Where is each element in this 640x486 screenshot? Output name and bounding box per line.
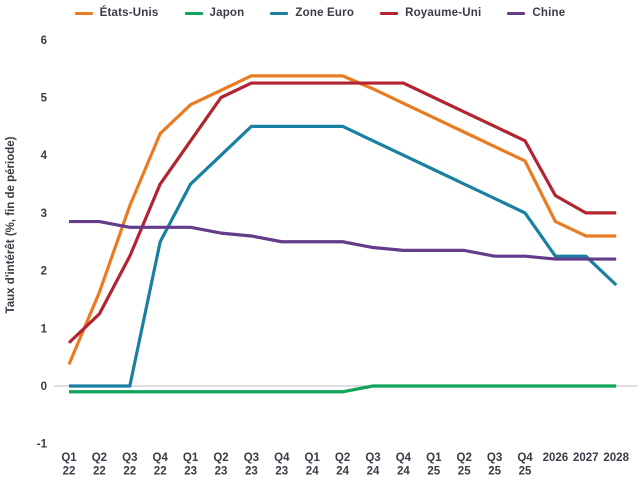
x-tick-label-q2-23: Q2 [213,452,228,464]
legend-swatch-etats-unis [74,11,93,15]
series-line-japon [69,384,617,394]
x-tick-label-q1-25: 25 [427,466,440,478]
x-tick-label-q4-23: 23 [275,466,288,478]
x-tick-label-q1-25: Q1 [426,452,442,464]
y-tick-label-4: 4 [41,150,48,162]
series-line-etats-unis [67,74,617,365]
series-line-zone-euro [69,124,618,388]
x-tick-label-q4-25: Q4 [517,452,533,464]
x-tick-label-q4-24: Q4 [396,452,412,464]
legend-label-japon: Japon [209,7,245,19]
y-axis-title: Taux d'intérêt (%, fin de période) [5,136,17,313]
x-tick-label-q1-23: 23 [184,466,197,478]
x-tick-label-q3-23: Q3 [244,452,259,464]
x-tick-label-q3-25: Q3 [487,452,502,464]
x-tick-label-2026: 2026 [543,452,569,464]
x-tick-label-q2-22: Q2 [92,452,107,464]
x-tick-label-q3-25: 25 [488,466,501,478]
x-tick-label-q1-24: Q1 [305,452,321,464]
x-tick-label-q4-23: Q4 [274,452,290,464]
legend-label-chine: Chine [532,7,566,19]
x-tick-label-2027: 2027 [573,452,599,464]
legend-label-etats-unis: États-Unis [99,7,159,19]
x-tick-label-q1-23: Q1 [183,452,199,464]
x-tick-label-q4-25: 25 [519,466,532,478]
legend-label-royaume-uni: Royaume-Uni [405,7,482,19]
legend-swatch-zone-euro [270,11,289,15]
x-tick-label-q1-22: Q1 [61,452,77,464]
x-tick-label-q3-23: 23 [245,466,258,478]
y-tick-label-0: 0 [41,381,47,393]
legend-label-zone-euro: Zone Euro [295,7,355,19]
legend-swatch-chine [507,11,526,15]
x-tick-label-2028: 2028 [603,452,629,464]
series-line-royaume-uni [67,81,617,344]
legend-swatch-royaume-uni [380,11,399,15]
x-tick-label-q3-24: 24 [367,466,380,478]
x-tick-label-q4-22: Q4 [153,452,169,464]
legend-item-japon: Japon [184,7,245,19]
legend-item-zone-euro: Zone Euro [270,7,354,19]
legend-item-chine: Chine [507,7,565,19]
x-tick-label-q4-22: 22 [154,466,167,478]
y-tick-label-6: 6 [41,35,47,47]
x-tick-label-q1-24: 24 [306,466,319,478]
x-tick-label-q2-25: Q2 [457,452,472,464]
y-tick-label-5: 5 [41,93,48,105]
legend-item-etats-unis: États-Unis [74,7,159,19]
x-tick-label-q2-22: 22 [93,466,106,478]
x-tick-label-q4-24: 24 [397,466,410,478]
legend-item-royaume-uni: Royaume-Uni [380,7,481,19]
y-tick-label-2: 2 [41,266,47,278]
y-tick-label-1: 1 [41,323,48,335]
x-tick-label-q3-22: Q3 [122,452,137,464]
y-tick-label-3: 3 [41,208,47,220]
x-tick-label-q3-22: 22 [123,466,136,478]
x-tick-label-q2-25: 25 [458,466,471,478]
x-tick-label-q2-24: 24 [336,466,349,478]
x-tick-label-q2-24: Q2 [335,452,350,464]
legend: États-Unis Japon Zone Euro Royaume-Uni C… [0,7,640,19]
series-line-chine [69,219,617,261]
y-tick-label--1: -1 [37,439,48,451]
x-tick-label-q2-23: 23 [215,466,228,478]
x-tick-label-q1-22: 22 [63,466,76,478]
legend-swatch-japon [184,11,203,15]
x-tick-label-q3-24: Q3 [365,452,380,464]
